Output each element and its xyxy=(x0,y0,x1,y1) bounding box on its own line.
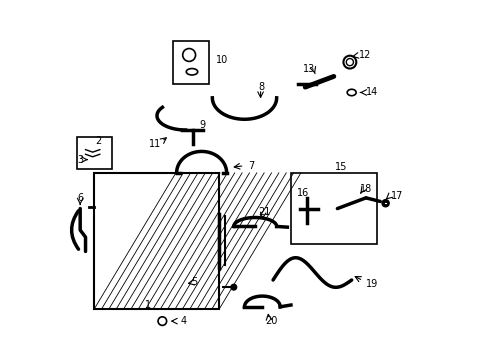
Text: 14: 14 xyxy=(365,87,377,98)
Circle shape xyxy=(381,200,388,207)
Text: 11: 11 xyxy=(149,139,161,149)
Text: 19: 19 xyxy=(365,279,377,289)
Text: 18: 18 xyxy=(359,184,371,194)
Text: 3: 3 xyxy=(77,156,83,165)
Bar xyxy=(77,137,112,169)
Text: 8: 8 xyxy=(258,82,264,92)
Text: 6: 6 xyxy=(77,193,83,203)
Text: 1: 1 xyxy=(144,300,151,310)
Text: 20: 20 xyxy=(264,316,277,326)
Text: 10: 10 xyxy=(216,55,228,65)
Bar xyxy=(94,173,219,309)
Text: 7: 7 xyxy=(247,161,254,171)
Text: 9: 9 xyxy=(200,120,205,130)
Text: 15: 15 xyxy=(334,162,346,172)
Bar xyxy=(290,173,376,244)
Text: 12: 12 xyxy=(358,50,370,60)
Text: 21: 21 xyxy=(258,207,270,217)
Text: 17: 17 xyxy=(390,191,403,201)
Circle shape xyxy=(230,284,236,290)
Text: 2: 2 xyxy=(95,136,101,146)
Text: 13: 13 xyxy=(302,64,314,74)
Text: 16: 16 xyxy=(297,188,309,198)
Text: 4: 4 xyxy=(180,316,186,326)
Text: 5: 5 xyxy=(191,277,197,287)
Bar xyxy=(173,41,208,84)
FancyArrowPatch shape xyxy=(71,211,79,249)
